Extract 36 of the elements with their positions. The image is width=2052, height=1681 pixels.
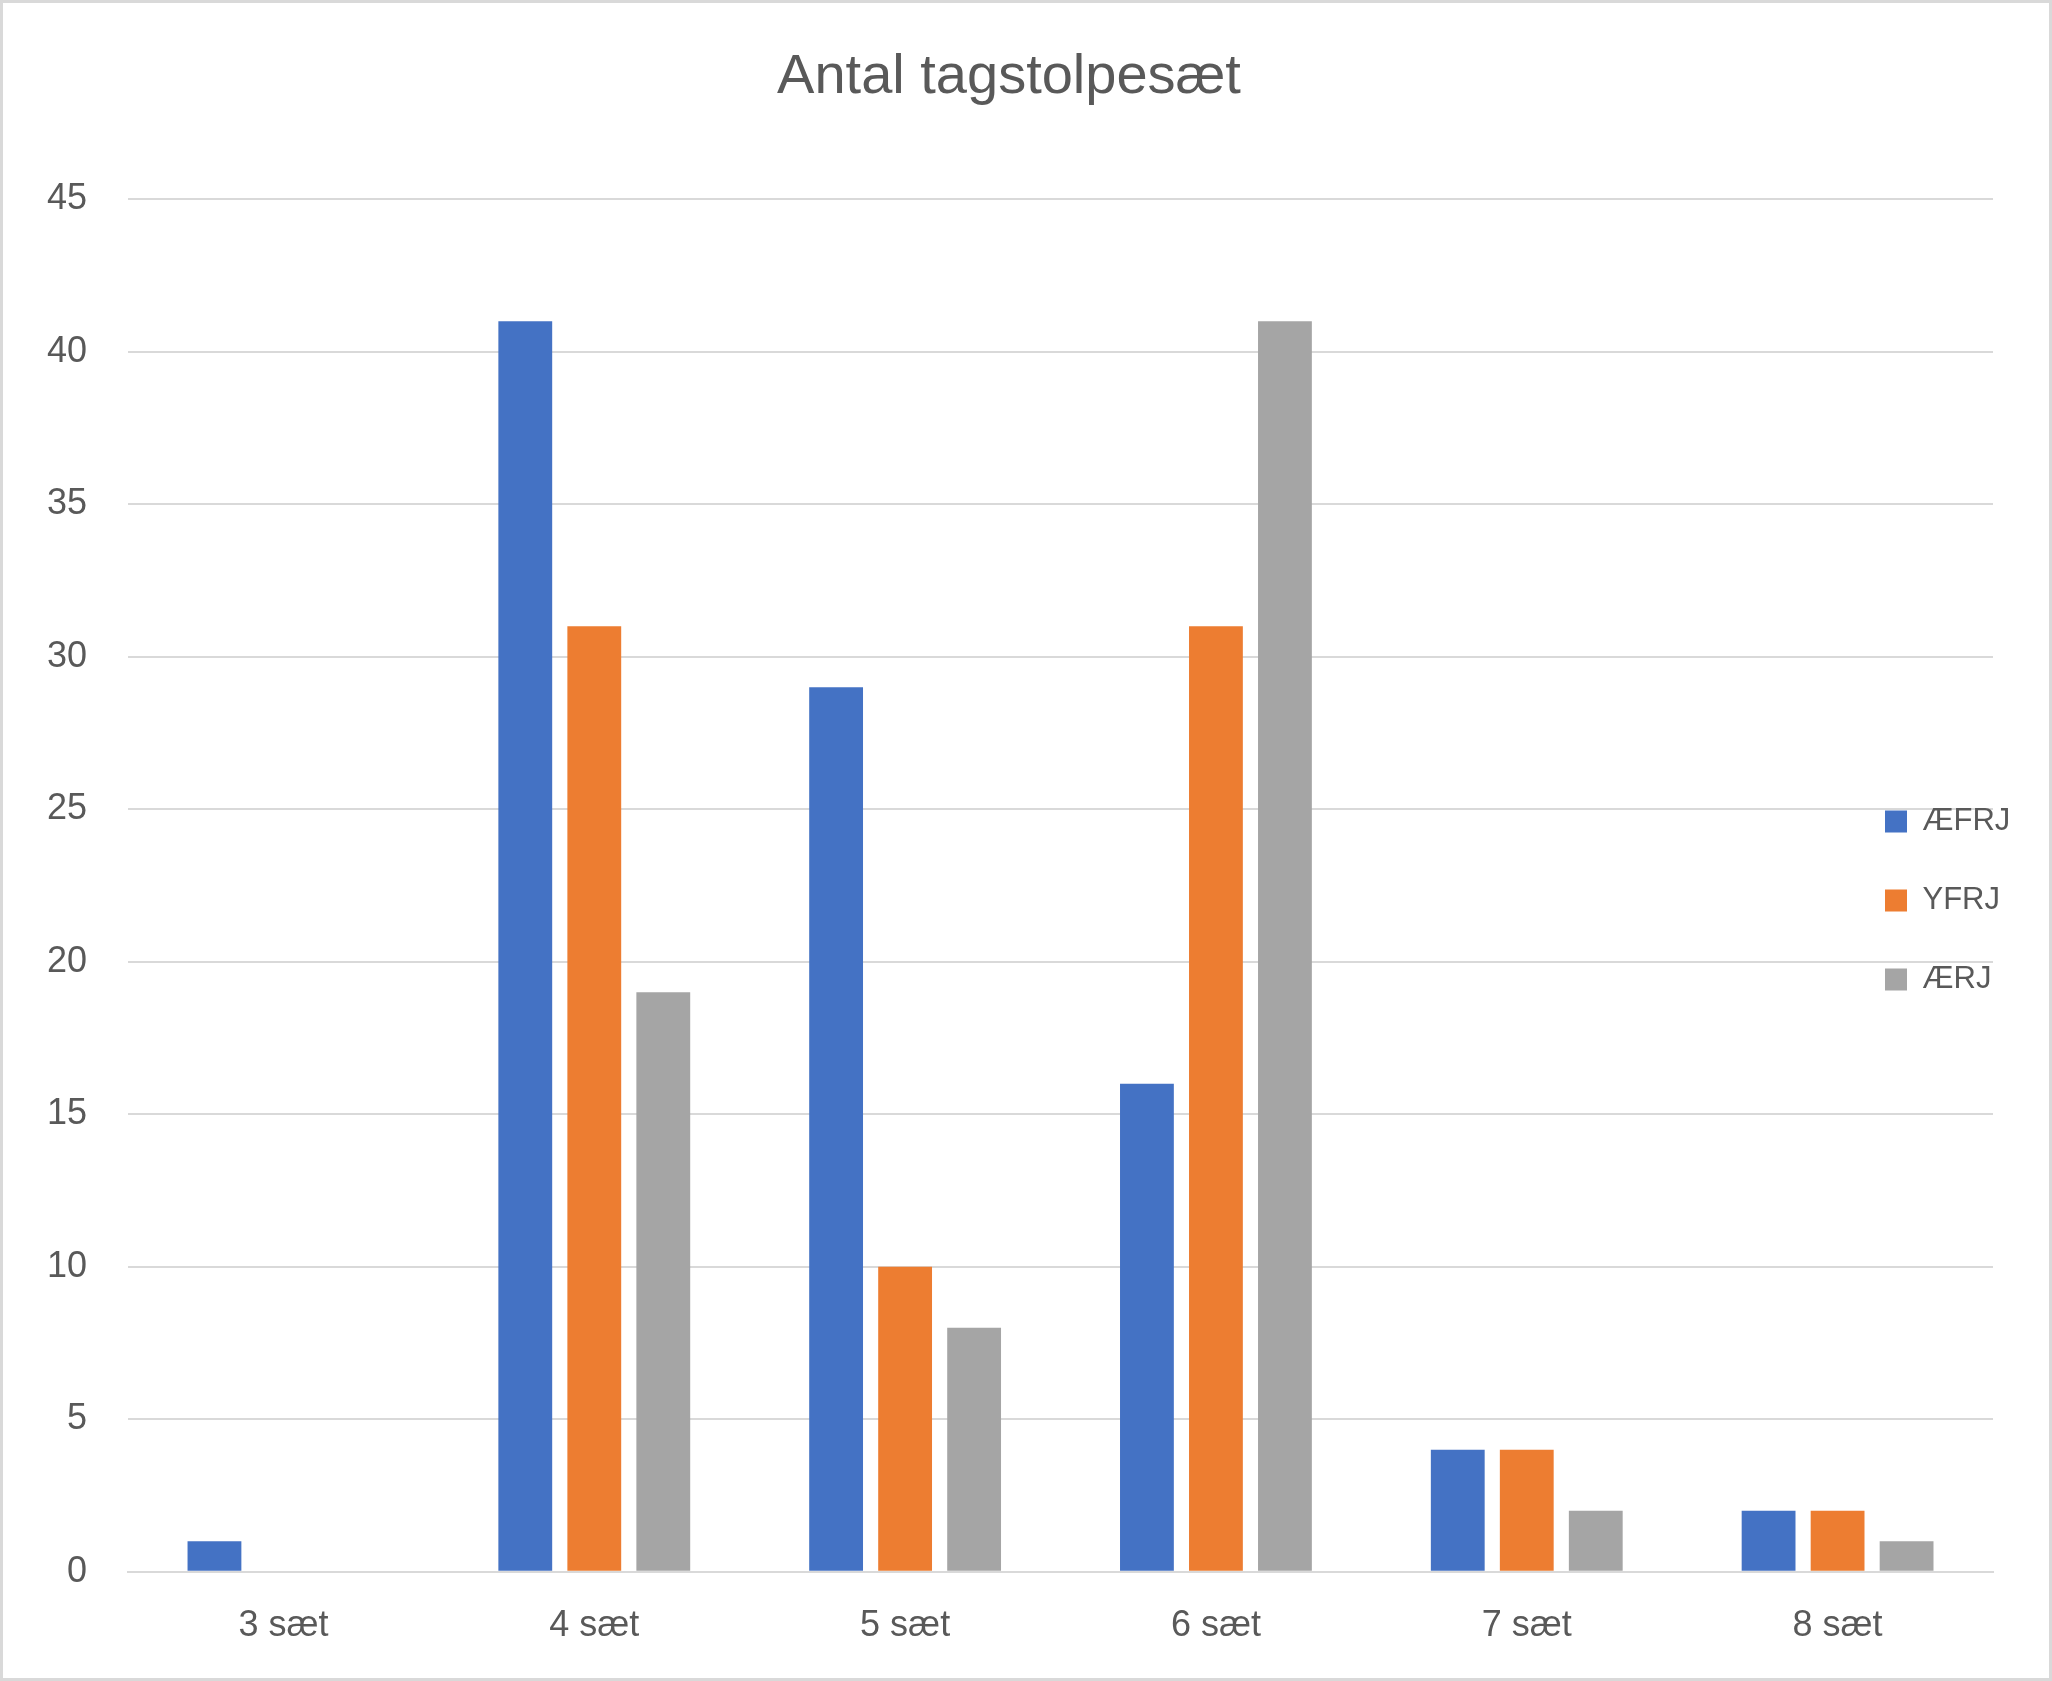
x-tick-label: 7 sæt [1481,1603,1572,1645]
bar [1189,626,1243,1571]
bar [1810,1510,1865,1571]
bar [1120,1083,1174,1571]
bar [1741,1510,1796,1571]
y-tick-label: 30 [47,633,88,675]
legend-label: ÆRJ [1922,960,1992,996]
bar [947,1327,1002,1571]
bar [878,1266,933,1571]
bar [187,1541,242,1571]
bar [1430,1449,1485,1571]
y-tick-label: 35 [47,481,88,523]
y-tick-label: 5 [67,1396,88,1438]
x-tick-label: 6 sæt [1170,1603,1261,1645]
bar [636,992,691,1571]
y-tick-label: 15 [47,1091,88,1133]
y-tick-label: 25 [47,786,88,828]
y-tick-label: 45 [47,176,88,218]
legend-label: YFRJ [1922,881,2000,917]
y-tick-label: 10 [47,1243,88,1285]
bar [567,626,622,1571]
bar [809,687,864,1571]
bar [1879,1541,1934,1571]
x-tick-label: 4 sæt [549,1603,640,1645]
y-tick-label: 0 [67,1548,88,1590]
legend-label: ÆFRJ [1922,802,2011,838]
chart-title: Antal tagstolpesæt [777,42,1242,106]
bar [1568,1510,1623,1571]
y-tick-label: 40 [47,328,88,370]
bar [498,321,553,1571]
bar [1499,1449,1554,1571]
x-tick-label: 3 sæt [238,1603,329,1645]
bar [1258,321,1312,1571]
y-tick-label: 20 [47,938,88,980]
x-tick-label: 8 sæt [1792,1603,1883,1645]
x-tick-label: 5 sæt [860,1603,951,1645]
